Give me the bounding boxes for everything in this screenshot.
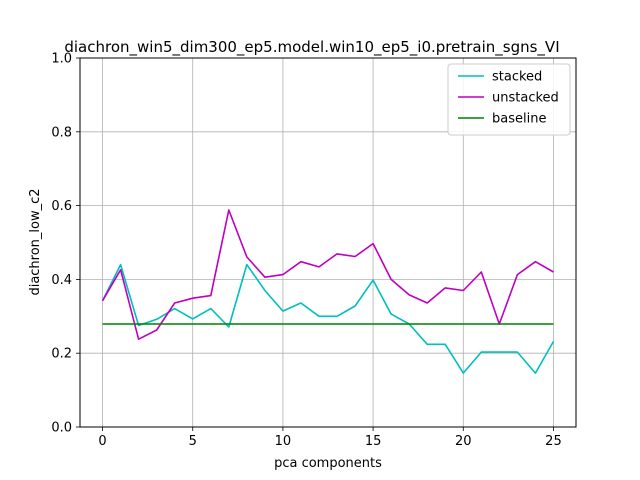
series-line-unstacked [101, 209, 554, 341]
y-axis-title: diachron_low_c2 [28, 188, 43, 295]
chart-title: diachron_win5_dim300_ep5.model.win10_ep5… [64, 38, 559, 57]
x-axis-title: pca components [274, 456, 382, 471]
x-tick-label: 25 [545, 434, 562, 449]
y-axis: 0.0 0.2 0.4 0.6 0.8 1.0 [51, 52, 80, 436]
x-tick-label: 0 [98, 434, 106, 449]
legend: stacked unstacked baseline [447, 63, 571, 136]
y-tick-label: 0.4 [51, 273, 72, 288]
legend-label: stacked [492, 70, 542, 85]
x-tick-label: 10 [275, 434, 292, 449]
series-layer [101, 209, 555, 374]
y-tick-label: 0.8 [51, 125, 72, 140]
y-tick-label: 1.0 [51, 52, 72, 67]
legend-label: unstacked [492, 91, 559, 106]
series-line-stacked [101, 263, 555, 374]
x-tick-label: 20 [455, 434, 472, 449]
x-tick-label: 15 [365, 434, 382, 449]
y-tick-label: 0.0 [51, 421, 72, 436]
x-tick-label: 5 [189, 434, 197, 449]
x-axis: 0 5 10 15 20 25 [98, 427, 562, 449]
legend-label: baseline [492, 112, 546, 127]
y-tick-label: 0.2 [51, 347, 72, 362]
y-tick-label: 0.6 [51, 199, 72, 214]
plot-frame [79, 57, 577, 428]
